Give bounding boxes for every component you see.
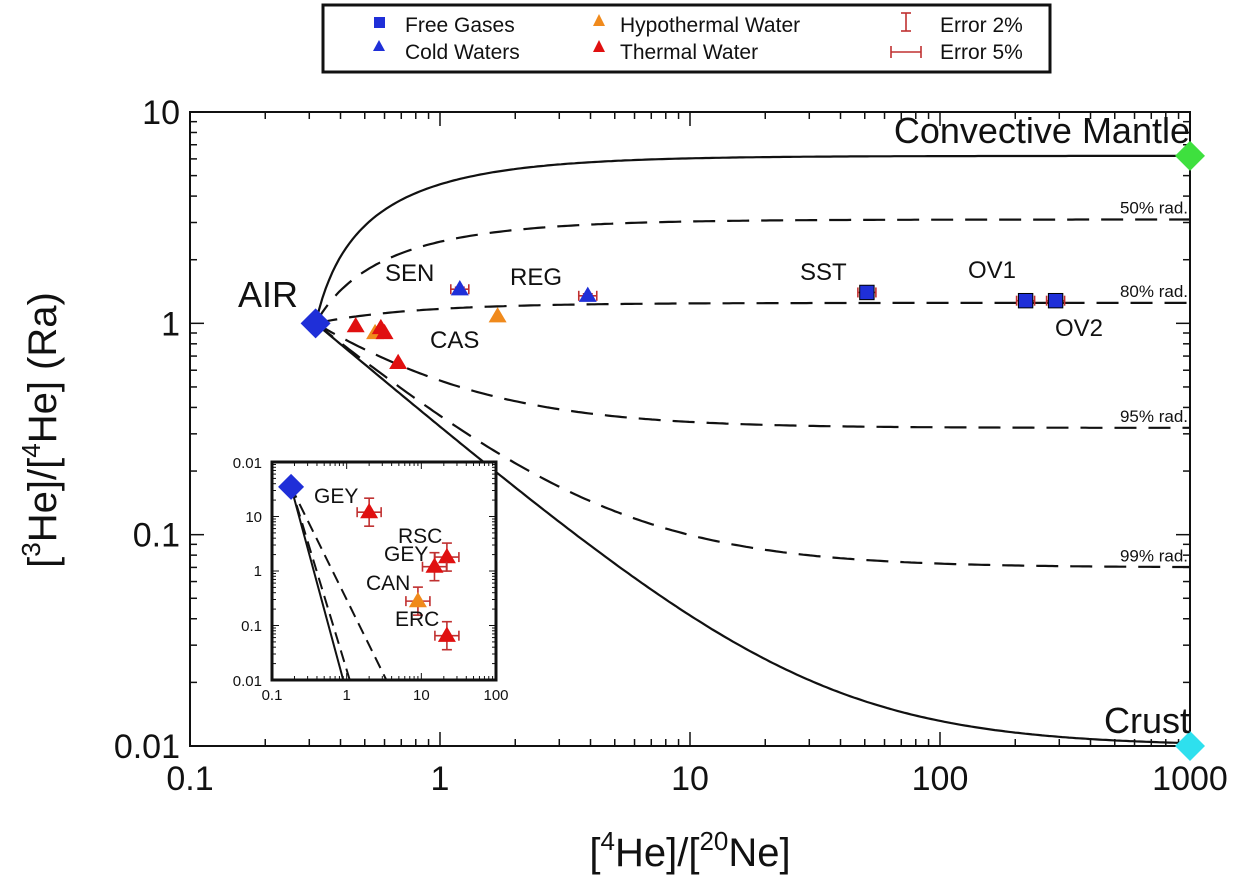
x-tick-label: 1 <box>431 760 450 798</box>
legend-label-error-2: Error 2% <box>940 14 1023 37</box>
curve-label-95: 95% rad. <box>1120 407 1188 426</box>
mixing-curve <box>314 322 1190 745</box>
data-point <box>859 284 875 301</box>
y-tick-label: 0.1 <box>133 517 180 555</box>
legend-label-free-gases: Free Gases <box>405 14 515 37</box>
point-label-cas: CAS <box>430 327 479 354</box>
mixing-curve <box>315 322 1190 429</box>
data-point <box>1017 292 1034 309</box>
point-label-sst: SST <box>800 259 847 286</box>
legend-marker-error-2 <box>901 12 911 32</box>
data-point <box>1047 292 1064 309</box>
curve-label-50: 50% rad. <box>1120 198 1188 217</box>
x-tick-label: 0.1 <box>166 760 213 798</box>
legend-marker-free-gases <box>374 17 385 28</box>
curve-label-80: 80% rad. <box>1120 282 1188 301</box>
air-label: AIR <box>238 274 298 315</box>
inset-x-tick-label: 10 <box>413 687 430 704</box>
point-label-ov2: OV2 <box>1055 315 1103 342</box>
inset-y-tick-label: 0.01 <box>233 455 262 472</box>
data-point <box>346 316 365 333</box>
inset-y-tick-label: 0.1 <box>241 618 262 635</box>
inset-data-points <box>356 497 460 651</box>
inset-y-tick-label: 10 <box>245 509 262 526</box>
legend-label-hypothermal: Hypothermal Water <box>620 14 800 37</box>
mixing-curve <box>315 301 1190 325</box>
legend-label-error-5: Error 5% <box>940 41 1023 64</box>
inset-data-point <box>437 626 456 642</box>
point-label-ov1: OV1 <box>968 257 1016 284</box>
y-tick-label: 1 <box>161 305 180 343</box>
crust-endmember <box>1175 731 1205 761</box>
inset-mixing-curve <box>290 486 345 680</box>
data-point <box>578 286 597 302</box>
y-tick-label: 0.01 <box>114 728 180 766</box>
mixing-curve <box>314 218 1190 324</box>
legend-marker-thermal <box>593 40 605 52</box>
point-label-reg: REG <box>510 264 562 291</box>
y-axis-title: [3He]/[4He] (Ra) <box>16 292 65 568</box>
data-point <box>375 323 394 340</box>
crust-label: Crust <box>1104 700 1190 741</box>
y-tick-label: 10 <box>142 94 180 132</box>
inset-x-tick-label: 1 <box>342 687 350 704</box>
inset-label-erc: ERC <box>395 608 439 631</box>
mixing-curve <box>314 322 1190 569</box>
x-tick-label: 1000 <box>1152 760 1228 798</box>
inset-label-can: CAN <box>366 572 410 595</box>
inset-chart: 0.1 1 10 100 0.01 10 1 0.1 0.01 GEY RSC … <box>233 455 509 704</box>
endmembers: AIR Convective Mantle Crust <box>238 110 1205 761</box>
axis-tick-labels: 0.1 1 10 100 1000 10 1 0.1 0.01 <box>114 94 1228 798</box>
x-axis-title: [4He]/[20Ne] <box>589 826 790 875</box>
point-label-sen: SEN <box>385 260 434 287</box>
legend: Free Gases Cold Waters Hypothermal Water… <box>321 3 1052 74</box>
inset-y-tick-label: 1 <box>254 563 262 580</box>
mixing-curve <box>314 154 1190 324</box>
inset-x-tick-label: 0.1 <box>262 687 283 704</box>
inset-x-tick-label: 100 <box>483 687 508 704</box>
legend-marker-error-5 <box>890 46 922 58</box>
inset-label-gey-2: GEY <box>384 543 428 566</box>
inset-air-endmember <box>278 473 305 500</box>
mantle-label: Convective Mantle <box>894 110 1190 151</box>
curve-label-99: 99% rad. <box>1120 546 1188 565</box>
data-point <box>389 353 408 369</box>
inset-data-point <box>437 547 456 564</box>
x-tick-label: 10 <box>671 760 709 798</box>
mantle-endmember <box>1175 140 1205 171</box>
data-point <box>450 280 469 296</box>
inset-point-labels: GEY RSC GEY CAN ERC <box>314 485 442 631</box>
inset-frame <box>270 460 498 682</box>
air-endmember <box>300 308 331 339</box>
inset-label-rsc: RSC <box>398 525 442 548</box>
inset-data-point <box>360 503 379 519</box>
curve-labels: 50% rad. 80% rad. 95% rad. 99% rad. <box>1120 198 1188 565</box>
legend-box <box>321 3 1052 74</box>
inset-data-point <box>425 557 444 573</box>
mixing-curves <box>314 154 1190 745</box>
inset-mixing-curve <box>290 486 351 680</box>
legend-label-cold-waters: Cold Waters <box>405 41 520 64</box>
data-points <box>346 280 1066 369</box>
inset-axis-ticks <box>271 461 497 681</box>
data-point <box>488 307 507 323</box>
inset-data-point <box>408 591 427 608</box>
inset-mixing-curve <box>290 486 388 680</box>
inset-tick-labels: 0.1 1 10 100 0.01 10 1 0.1 0.01 <box>233 455 509 704</box>
legend-marker-cold-waters <box>373 40 385 51</box>
x-tick-label: 100 <box>912 760 969 798</box>
legend-marker-hypothermal <box>593 14 605 26</box>
legend-label-thermal: Thermal Water <box>620 41 758 64</box>
point-labels: SEN REG CAS SST OV1 OV2 <box>385 257 1103 354</box>
inset-y-tick-label: 0.01 <box>233 673 262 690</box>
inset-curves <box>290 486 388 680</box>
inset-label-gey-1: GEY <box>314 485 358 508</box>
